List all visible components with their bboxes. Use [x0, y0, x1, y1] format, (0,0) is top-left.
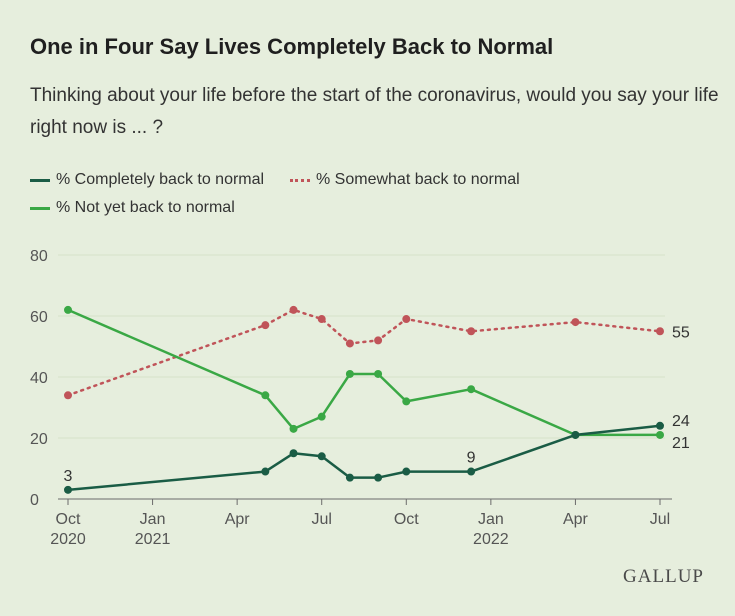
data-point-completely-2 — [289, 449, 298, 458]
legend-item-completely: % Completely back to normal — [30, 171, 264, 189]
data-point-not_yet-1 — [261, 391, 270, 400]
data-label-somewhat-9: 55 — [672, 324, 690, 341]
series-line-completely — [66, 424, 662, 492]
data-point-completely-1 — [261, 467, 270, 476]
data-point-somewhat-2 — [289, 305, 298, 314]
data-point-completely-3 — [317, 452, 326, 461]
data-point-somewhat-8 — [571, 318, 580, 327]
data-point-not_yet-3 — [317, 412, 326, 421]
legend-label-completely: % Completely back to normal — [56, 171, 265, 188]
data-point-somewhat-3 — [317, 315, 326, 324]
chart-title: One in Four Say Lives Completely Back to… — [30, 34, 554, 59]
data-label-completely-0: 3 — [64, 468, 73, 485]
legend-swatch-not-yet — [30, 206, 50, 210]
x-tick-label-3: Jul — [311, 511, 331, 528]
data-label-completely-7: 9 — [467, 450, 476, 467]
x-tick-label-6: Apr — [563, 511, 589, 528]
x-tick-label-5: Jan — [478, 511, 504, 528]
data-point-not_yet-5 — [374, 369, 383, 378]
x-tick-label-1: Jan — [140, 511, 166, 528]
data-point-somewhat-0 — [64, 391, 72, 400]
x-tick-label-2: Apr — [225, 511, 251, 528]
y-tick-label-40: 40 — [30, 370, 48, 387]
data-point-somewhat-7 — [467, 327, 476, 336]
x-tick-label-4: Oct — [394, 511, 419, 528]
gallup-logo: GALLUP — [623, 566, 704, 587]
series-line-not_yet — [66, 308, 662, 437]
data-point-completely-6 — [402, 467, 411, 476]
legend-label-somewhat: % Somewhat back to normal — [316, 171, 520, 188]
data-point-somewhat-6 — [402, 315, 411, 324]
data-point-not_yet-6 — [402, 397, 411, 406]
legend-item-not-yet: % Not yet back to normal — [30, 199, 235, 217]
data-label-not_yet-9: 21 — [672, 435, 690, 452]
data-point-completely-4 — [345, 473, 354, 482]
legend-label-not-yet: % Not yet back to normal — [56, 199, 235, 216]
data-point-completely-9 — [656, 421, 664, 430]
data-point-not_yet-0 — [64, 305, 72, 314]
y-tick-label-60: 60 — [30, 309, 48, 326]
data-point-somewhat-1 — [261, 321, 270, 330]
data-point-completely-7 — [467, 467, 476, 476]
x-tick-year-1: 2021 — [135, 531, 171, 548]
data-point-somewhat-4 — [345, 339, 354, 348]
legend-swatch-somewhat — [290, 178, 310, 182]
data-point-not_yet-7 — [467, 385, 476, 394]
x-tick-year-5: 2022 — [473, 531, 509, 548]
y-tick-label-80: 80 — [30, 248, 48, 265]
legend-swatch-completely — [30, 178, 50, 182]
data-point-somewhat-9 — [656, 327, 664, 336]
x-tick-year-0: 2020 — [50, 531, 86, 548]
y-tick-label-0: 0 — [30, 492, 39, 509]
x-tick-label-0: Oct — [56, 511, 81, 528]
data-point-not_yet-2 — [289, 424, 298, 433]
data-point-completely-8 — [571, 430, 580, 439]
y-tick-label-20: 20 — [30, 431, 48, 448]
data-point-not_yet-4 — [345, 369, 354, 378]
x-tick-label-7: Jul — [650, 511, 670, 528]
series-line-somewhat — [66, 308, 662, 397]
data-point-completely-0 — [64, 485, 72, 494]
legend-item-somewhat: % Somewhat back to normal — [290, 171, 520, 189]
data-label-completely-9: 24 — [672, 413, 690, 430]
data-point-completely-5 — [374, 473, 383, 482]
chart-subtitle: Thinking about your life before the star… — [30, 85, 719, 138]
data-point-somewhat-5 — [374, 336, 383, 345]
data-point-not_yet-9 — [656, 430, 664, 439]
